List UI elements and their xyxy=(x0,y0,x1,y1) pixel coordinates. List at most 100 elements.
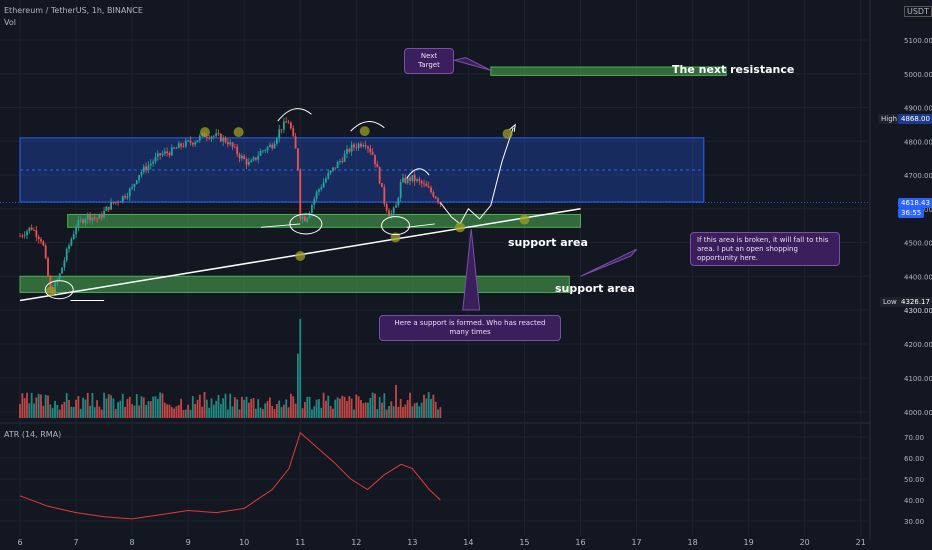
candle-body xyxy=(194,142,197,145)
reaction-marker xyxy=(519,214,530,225)
volume-bar xyxy=(299,319,302,418)
candle-body xyxy=(376,164,379,168)
candle-body xyxy=(343,153,346,162)
zone-lower-support xyxy=(19,275,570,293)
grid-lines xyxy=(0,0,871,540)
volume-bar xyxy=(131,404,133,418)
volume-bar xyxy=(308,396,311,418)
candle-body xyxy=(79,219,82,221)
volume-bar xyxy=(182,409,185,418)
volume-bar xyxy=(290,393,292,418)
volume-bar xyxy=(114,408,117,418)
candle-body xyxy=(311,204,313,213)
candle-body xyxy=(334,167,337,169)
candle-body xyxy=(360,143,362,147)
candle-body xyxy=(266,146,269,151)
volume-bar xyxy=(311,409,313,418)
candle-body xyxy=(229,142,232,145)
candle-body xyxy=(329,170,332,173)
candle-body xyxy=(285,121,288,123)
currency-label[interactable]: USDT xyxy=(904,6,932,17)
volume-bar xyxy=(322,392,325,418)
candle-body xyxy=(247,162,250,165)
candle-body xyxy=(170,147,173,156)
volume-bar xyxy=(65,393,68,418)
x-tick-label: 8 xyxy=(130,538,135,547)
x-tick-label: 15 xyxy=(519,538,529,547)
candle-body xyxy=(33,229,35,231)
volume-bar xyxy=(156,398,159,418)
volume-bar xyxy=(399,399,402,418)
candle-body xyxy=(385,204,388,211)
x-tick-label: 18 xyxy=(688,538,698,547)
candle-body xyxy=(280,129,283,131)
volume-bar xyxy=(439,407,442,418)
candle-body xyxy=(142,166,145,173)
volume-bar xyxy=(173,408,176,418)
volume-bar xyxy=(259,407,262,418)
candle-body xyxy=(121,196,124,202)
candle-body xyxy=(65,248,68,261)
volume-bar xyxy=(369,397,372,418)
candle-body xyxy=(47,258,49,277)
volume-bar xyxy=(175,406,178,418)
volume-bar xyxy=(360,399,362,418)
candle-body xyxy=(350,144,353,152)
volume-bar xyxy=(140,396,143,418)
candle-body xyxy=(336,162,339,169)
y-tick-label: 5000.00 xyxy=(904,71,932,79)
volume-bar xyxy=(110,395,112,418)
candle-body xyxy=(35,230,38,237)
reaction-circle xyxy=(381,216,411,236)
candle-body xyxy=(82,219,84,223)
volume-bar xyxy=(72,406,75,418)
x-tick-label: 13 xyxy=(407,538,417,547)
candle-body xyxy=(259,151,262,156)
candle-body xyxy=(126,196,129,198)
candle-body xyxy=(357,143,360,148)
support-area-label-upper: support area xyxy=(508,236,588,249)
volume-bar xyxy=(332,408,334,418)
candle-body xyxy=(430,187,432,193)
volume-bar xyxy=(56,404,59,418)
support-note-callout: Here a support is formed. Who has reacte… xyxy=(379,315,561,341)
volume-bar xyxy=(367,402,369,418)
support-area-label-lower: support area xyxy=(555,282,635,295)
volume-bar xyxy=(341,395,344,418)
volume-bar xyxy=(33,403,35,418)
volume-bar xyxy=(154,396,157,418)
volume-bar xyxy=(348,396,351,418)
volume-bar xyxy=(180,398,183,418)
candle-body xyxy=(254,157,257,160)
volume-bar xyxy=(376,408,379,418)
candle-body xyxy=(362,145,365,147)
candle-body xyxy=(30,227,33,230)
candle-body xyxy=(268,144,271,147)
candle-body xyxy=(378,167,381,184)
candle-body xyxy=(152,161,155,164)
y-tick-label: 4500.00 xyxy=(904,240,932,248)
atr-y-tick-label: 40.00 xyxy=(904,497,924,505)
candle-body xyxy=(383,187,386,205)
volume-bar xyxy=(219,404,222,418)
volume-bar xyxy=(231,406,234,418)
volume-bar xyxy=(334,399,337,418)
candle-body xyxy=(112,202,115,204)
volume-bar xyxy=(68,399,70,418)
atr-y-tick-label: 30.00 xyxy=(904,518,924,526)
y-tick-label: 4700.00 xyxy=(904,172,932,180)
volume-bar xyxy=(117,402,119,418)
volume-bar xyxy=(402,406,404,418)
atr-label: ATR (14, RMA) xyxy=(4,430,62,439)
volume-y-tick-label: 4000.00 xyxy=(904,409,932,417)
candle-body xyxy=(427,186,430,188)
volume-bar xyxy=(378,396,381,418)
candle-body xyxy=(275,138,278,144)
candle-body xyxy=(290,122,292,129)
volume-bar xyxy=(19,404,21,418)
atr-y-tick-label: 70.00 xyxy=(904,434,924,442)
candle-body xyxy=(332,167,334,171)
volume-bar xyxy=(383,393,386,418)
candle-body xyxy=(238,154,241,159)
candle-body xyxy=(145,166,148,171)
